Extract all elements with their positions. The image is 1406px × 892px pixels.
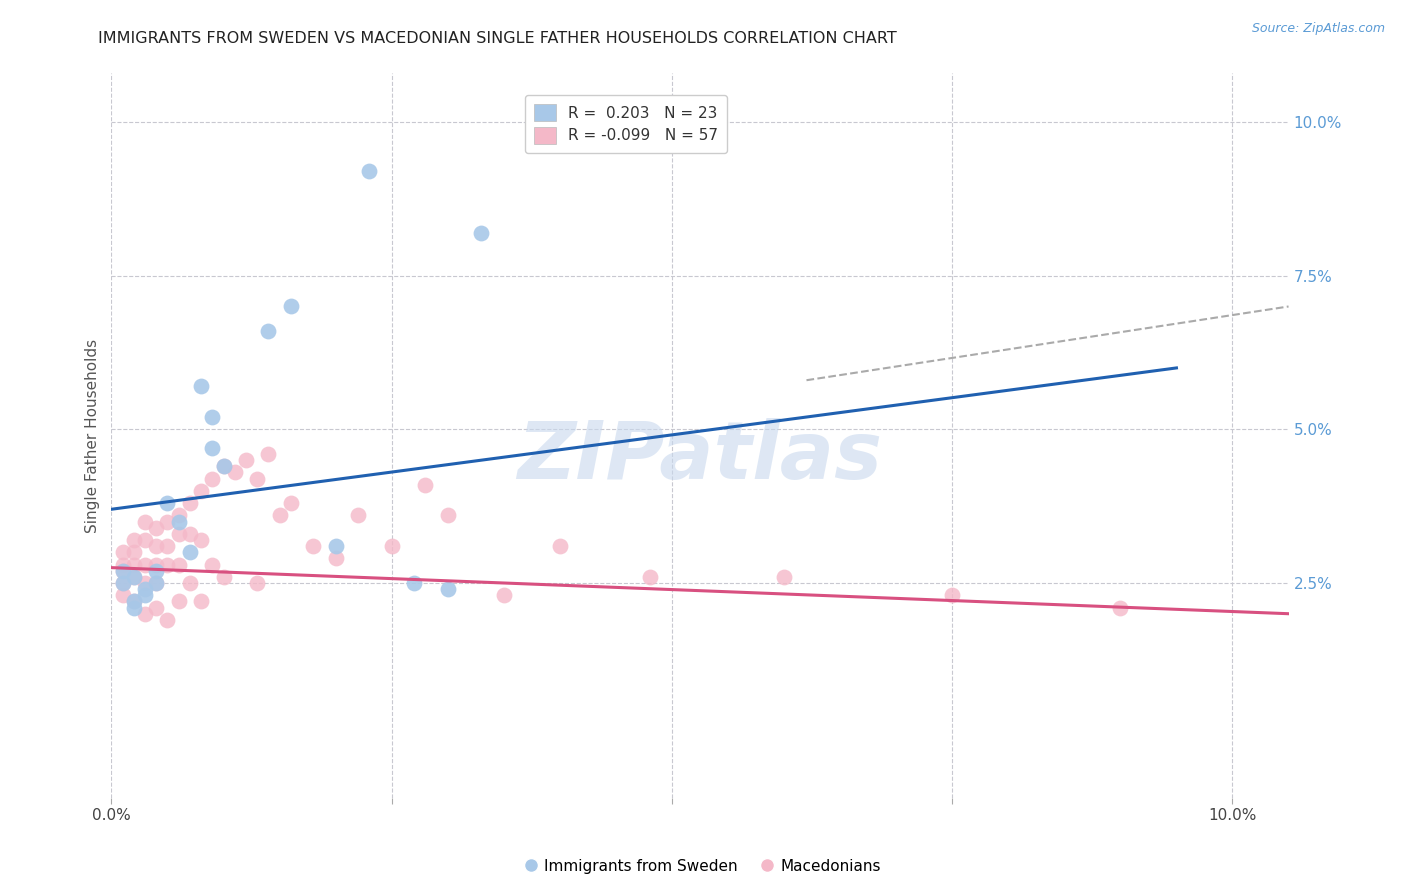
Point	[122, 570, 145, 584]
Point	[134, 558, 156, 572]
Legend: Immigrants from Sweden, Macedonians: Immigrants from Sweden, Macedonians	[519, 853, 887, 880]
Point	[156, 613, 179, 627]
Point	[235, 453, 257, 467]
Point	[111, 545, 134, 559]
Point	[1109, 600, 1132, 615]
Text: ZIPatlas: ZIPatlas	[517, 418, 883, 496]
Point	[269, 508, 291, 523]
Point	[179, 576, 201, 591]
Point	[212, 459, 235, 474]
Point	[156, 496, 179, 510]
Point	[167, 508, 190, 523]
Point	[359, 164, 381, 178]
Point	[122, 570, 145, 584]
Point	[111, 576, 134, 591]
Point	[145, 576, 167, 591]
Point	[773, 570, 796, 584]
Point	[111, 564, 134, 578]
Y-axis label: Single Father Households: Single Father Households	[86, 338, 100, 533]
Point	[470, 226, 492, 240]
Point	[134, 588, 156, 602]
Point	[111, 576, 134, 591]
Point	[122, 600, 145, 615]
Point	[145, 521, 167, 535]
Point	[201, 410, 224, 425]
Point	[156, 515, 179, 529]
Point	[122, 594, 145, 608]
Point	[156, 558, 179, 572]
Point	[145, 600, 167, 615]
Point	[134, 515, 156, 529]
Text: IMMIGRANTS FROM SWEDEN VS MACEDONIAN SINGLE FATHER HOUSEHOLDS CORRELATION CHART: IMMIGRANTS FROM SWEDEN VS MACEDONIAN SIN…	[98, 31, 897, 46]
Point	[111, 564, 134, 578]
Point	[201, 471, 224, 485]
Point	[302, 539, 325, 553]
Point	[111, 588, 134, 602]
Point	[190, 594, 212, 608]
Point	[167, 594, 190, 608]
Point	[134, 533, 156, 547]
Point	[638, 570, 661, 584]
Point	[436, 582, 458, 596]
Point	[190, 483, 212, 498]
Point	[492, 588, 515, 602]
Point	[134, 607, 156, 621]
Point	[122, 533, 145, 547]
Point	[167, 526, 190, 541]
Text: Source: ZipAtlas.com: Source: ZipAtlas.com	[1251, 22, 1385, 36]
Point	[212, 570, 235, 584]
Point	[404, 576, 426, 591]
Point	[167, 558, 190, 572]
Point	[347, 508, 370, 523]
Point	[280, 300, 302, 314]
Point	[280, 496, 302, 510]
Point	[257, 447, 280, 461]
Point	[179, 545, 201, 559]
Point	[224, 466, 246, 480]
Point	[201, 558, 224, 572]
Point	[325, 551, 347, 566]
Point	[145, 576, 167, 591]
Point	[436, 508, 458, 523]
Point	[111, 558, 134, 572]
Point	[156, 539, 179, 553]
Legend: R =  0.203   N = 23, R = -0.099   N = 57: R = 0.203 N = 23, R = -0.099 N = 57	[526, 95, 727, 153]
Point	[246, 471, 269, 485]
Point	[941, 588, 963, 602]
Point	[381, 539, 404, 553]
Point	[122, 558, 145, 572]
Point	[201, 441, 224, 455]
Point	[179, 496, 201, 510]
Point	[122, 594, 145, 608]
Point	[415, 477, 437, 491]
Point	[212, 459, 235, 474]
Point	[167, 515, 190, 529]
Point	[190, 533, 212, 547]
Point	[122, 545, 145, 559]
Point	[257, 324, 280, 338]
Point	[179, 526, 201, 541]
Point	[145, 558, 167, 572]
Point	[325, 539, 347, 553]
Point	[548, 539, 571, 553]
Point	[134, 576, 156, 591]
Point	[134, 582, 156, 596]
Point	[190, 379, 212, 393]
Point	[246, 576, 269, 591]
Point	[145, 564, 167, 578]
Point	[145, 539, 167, 553]
